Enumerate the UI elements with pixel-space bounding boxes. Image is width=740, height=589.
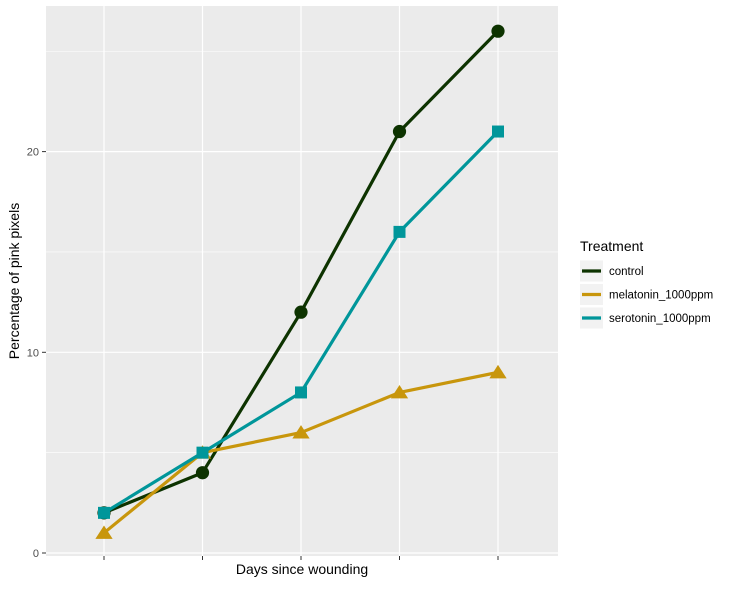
- x-axis: [103, 556, 499, 560]
- data-point: [492, 125, 504, 138]
- legend: Treatment control melatonin_1000ppmseroto…: [580, 238, 713, 329]
- data-point: [196, 446, 209, 459]
- data-point: [295, 386, 307, 399]
- data-point: [491, 24, 505, 38]
- data-point: [95, 525, 113, 539]
- data-point: [489, 364, 507, 379]
- plot-panel: [46, 6, 558, 556]
- series-serotonin_1000ppm: [98, 125, 504, 519]
- data-point: [393, 225, 406, 238]
- grid-lines: [46, 6, 558, 556]
- x-axis-title: Days since wounding: [236, 561, 368, 577]
- y-tick-label: 20: [27, 147, 39, 159]
- y-tick-label: 0: [33, 548, 39, 560]
- legend-item: serotonin_1000ppm: [580, 307, 711, 329]
- data-point: [392, 124, 407, 139]
- data-point: [98, 506, 110, 519]
- legend-label: serotonin_1000ppm: [609, 313, 711, 325]
- data-point: [390, 385, 409, 399]
- y-axis: 0 10 20: [27, 147, 46, 560]
- series-layer: [95, 24, 507, 539]
- y-axis-title: Percentage of pink pixels: [6, 203, 22, 359]
- data-point: [195, 466, 210, 480]
- data-point: [292, 425, 310, 439]
- y-tick-label: 10: [27, 347, 39, 359]
- legend-item: control: [580, 260, 644, 282]
- legend-item: melatonin_1000ppm: [580, 284, 713, 305]
- legend-label: control: [609, 266, 644, 278]
- legend-items: control melatonin_1000ppm serotonin_1000pp…: [580, 260, 713, 329]
- data-point: [294, 305, 308, 319]
- legend-label: melatonin_1000ppm: [609, 290, 713, 302]
- legend-title: Treatment: [580, 238, 643, 254]
